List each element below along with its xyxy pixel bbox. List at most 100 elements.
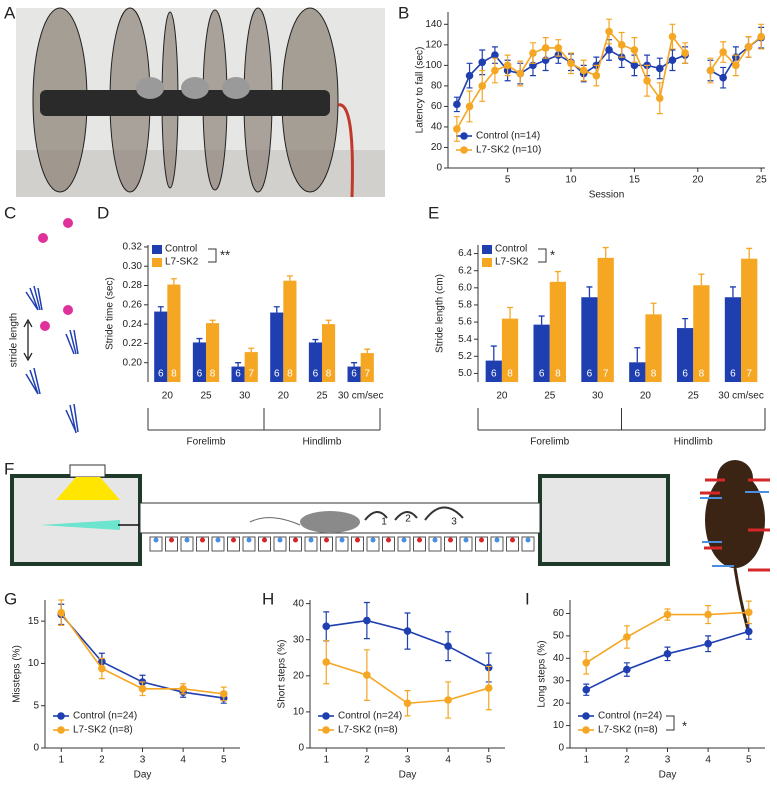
x-tick-label: 25 xyxy=(688,391,700,402)
bar xyxy=(360,353,374,382)
rung xyxy=(289,536,302,552)
rung xyxy=(366,536,380,552)
bar xyxy=(244,352,258,382)
y-tick-label: 60 xyxy=(431,101,443,112)
bar xyxy=(533,324,550,382)
y-tick-label: 5.2 xyxy=(458,351,472,362)
n-label: 7 xyxy=(364,369,370,380)
y-tick-label: 0 xyxy=(558,743,564,754)
y-tick-label: 5.6 xyxy=(458,317,472,328)
legend-marker xyxy=(322,712,330,720)
point xyxy=(491,51,499,59)
point xyxy=(582,658,591,667)
bar xyxy=(597,257,614,382)
legend-marker xyxy=(460,132,468,140)
x-tick-label: 1 xyxy=(323,755,329,766)
rung xyxy=(459,536,473,552)
point xyxy=(567,59,575,68)
step-label: 1 xyxy=(381,517,387,528)
point xyxy=(744,43,753,51)
n-label: 8 xyxy=(651,369,657,380)
n-label: 6 xyxy=(197,369,203,380)
n-label: 6 xyxy=(635,369,641,380)
bar xyxy=(308,342,322,382)
rung xyxy=(227,536,240,552)
bar xyxy=(676,328,694,382)
point xyxy=(363,671,371,679)
n-label: 6 xyxy=(682,369,688,380)
bar xyxy=(549,281,567,382)
footprint-diagram: C stride length xyxy=(4,203,79,434)
y-axis-label: Latency to fall (sec) xyxy=(415,47,426,134)
point xyxy=(704,610,712,619)
step-label: 3 xyxy=(451,517,457,528)
rung xyxy=(242,536,256,552)
point xyxy=(668,56,677,65)
error-bar xyxy=(554,270,561,282)
y-tick-label: 60 xyxy=(553,608,565,619)
point xyxy=(668,32,677,41)
y-tick-label: 40 xyxy=(553,653,565,664)
n-label: 8 xyxy=(699,369,705,380)
x-tick-label: 5 xyxy=(505,175,511,186)
point xyxy=(663,610,672,619)
error-bar xyxy=(248,347,255,353)
y-tick-label: 6.0 xyxy=(458,282,472,293)
point xyxy=(516,69,525,78)
group-label: Hindlimb xyxy=(674,437,713,448)
n-label: 6 xyxy=(351,369,357,380)
error-bar xyxy=(196,337,203,343)
legend-swatch xyxy=(482,245,492,254)
legend-label: L7-SK2 (n=8) xyxy=(338,725,398,736)
point xyxy=(757,32,765,41)
x-tick-label: 2 xyxy=(624,755,630,766)
rung xyxy=(149,536,163,552)
point xyxy=(623,665,631,674)
y-tick-label: 50 xyxy=(553,631,565,642)
rung xyxy=(165,536,178,552)
rung xyxy=(475,536,488,552)
x-tick-label: 20 xyxy=(162,391,174,402)
y-tick-label: 140 xyxy=(425,19,442,30)
stride-label: stride length xyxy=(9,313,20,367)
error-bar xyxy=(209,319,216,324)
n-label: 7 xyxy=(248,369,254,380)
significance-bracket xyxy=(538,248,547,263)
x-tick-label: 5 xyxy=(221,755,227,766)
legend-label: Control (n=14) xyxy=(476,131,540,142)
error-bar xyxy=(698,273,705,286)
rung xyxy=(180,536,194,552)
error-bar xyxy=(729,286,736,298)
panel-letter: F xyxy=(4,459,14,478)
bar xyxy=(270,312,284,382)
error-bar xyxy=(235,362,242,367)
legend-label: Control xyxy=(495,244,527,255)
rung-dot xyxy=(277,537,283,543)
group-label: Forelimb xyxy=(187,437,226,448)
bar xyxy=(206,323,220,382)
n-label: 6 xyxy=(491,369,497,380)
y-tick-label: 0.26 xyxy=(123,299,143,310)
point xyxy=(484,684,493,692)
y-axis-label: Long steps (%) xyxy=(537,640,548,707)
x-tick-label: 1 xyxy=(583,755,589,766)
x-tick-label: 30 cm/sec xyxy=(718,391,764,402)
y-tick-label: 10 xyxy=(28,658,40,669)
error-bar xyxy=(364,348,371,354)
n-label: 7 xyxy=(746,369,752,380)
legend-label: L7-SK2 (n=8) xyxy=(598,725,658,736)
bar xyxy=(347,366,361,382)
point xyxy=(719,48,727,56)
x-tick-label: 20 xyxy=(278,391,290,402)
rung-dot xyxy=(417,537,422,543)
rung-dot xyxy=(370,537,376,543)
x-tick-label: 25 xyxy=(544,391,556,402)
legend-marker xyxy=(57,712,65,720)
significance-bracket xyxy=(666,715,675,731)
y-axis-label: Stride length (cm) xyxy=(435,274,446,353)
rung-dot xyxy=(246,537,252,543)
bar xyxy=(283,280,297,382)
point xyxy=(605,46,613,54)
n-label: 6 xyxy=(730,369,736,380)
rung-dot xyxy=(339,537,345,543)
